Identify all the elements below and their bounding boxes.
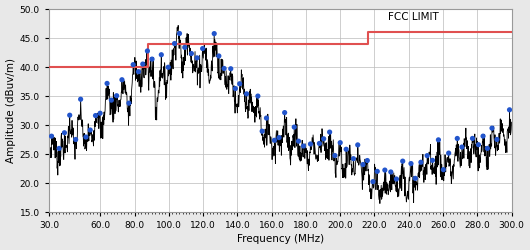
Point — [342, 147, 350, 151]
Point — [411, 176, 420, 180]
Point — [118, 78, 126, 82]
Point — [210, 32, 218, 36]
Point — [60, 131, 69, 135]
Point — [373, 169, 382, 173]
Point — [270, 138, 279, 142]
Point — [143, 49, 152, 53]
Point — [488, 126, 496, 130]
Point — [112, 94, 121, 98]
Point — [72, 138, 80, 141]
Point — [336, 141, 344, 145]
Point — [198, 46, 207, 50]
Point — [453, 136, 462, 140]
Point — [399, 159, 407, 163]
Text: FCC LIMIT: FCC LIMIT — [388, 12, 439, 22]
Point — [220, 66, 228, 70]
Point — [428, 158, 437, 162]
Point — [254, 94, 262, 98]
Point — [483, 146, 492, 150]
Point — [129, 63, 137, 67]
Point — [134, 70, 143, 74]
Point — [187, 52, 196, 56]
Point — [354, 143, 362, 147]
Point — [107, 98, 116, 102]
Point — [439, 168, 448, 172]
Point — [407, 162, 415, 166]
Point — [349, 157, 358, 161]
Point — [262, 116, 271, 120]
Point — [392, 177, 401, 181]
Point — [148, 57, 156, 61]
Point — [66, 113, 74, 117]
X-axis label: Frequency (MHz): Frequency (MHz) — [236, 234, 324, 244]
Point — [103, 82, 111, 86]
Point — [359, 162, 367, 166]
Point — [242, 92, 251, 96]
Point — [175, 32, 184, 36]
Point — [458, 145, 466, 149]
Point — [215, 54, 223, 58]
Point — [423, 154, 431, 158]
Point — [417, 160, 425, 164]
Point — [363, 158, 372, 162]
Point — [325, 130, 334, 134]
Point — [280, 110, 289, 114]
Y-axis label: Amplitude (dBuv/m): Amplitude (dBuv/m) — [5, 58, 15, 163]
Point — [96, 111, 104, 115]
Point — [434, 138, 443, 142]
Point — [235, 82, 244, 86]
Point — [386, 170, 395, 174]
Point — [320, 137, 328, 141]
Point — [275, 136, 283, 140]
Point — [170, 42, 179, 46]
Point — [445, 151, 453, 155]
Point — [299, 144, 308, 148]
Point — [86, 128, 94, 132]
Point — [294, 139, 303, 143]
Point — [479, 134, 487, 138]
Point — [157, 53, 165, 57]
Point — [331, 154, 339, 158]
Point — [258, 129, 267, 133]
Point — [306, 142, 315, 146]
Point — [381, 168, 389, 172]
Point — [493, 138, 501, 141]
Point — [505, 108, 514, 112]
Point — [82, 135, 90, 139]
Point — [138, 62, 147, 66]
Point — [76, 97, 85, 101]
Point — [474, 143, 483, 147]
Point — [369, 180, 377, 184]
Point — [193, 56, 201, 60]
Point — [47, 134, 56, 138]
Point — [231, 86, 240, 90]
Point — [55, 146, 64, 150]
Point — [290, 125, 298, 129]
Point — [226, 67, 235, 71]
Point — [181, 45, 189, 49]
Point — [315, 142, 324, 146]
Point — [468, 136, 476, 140]
Point — [164, 65, 172, 69]
Point — [91, 114, 100, 117]
Point — [125, 101, 133, 105]
